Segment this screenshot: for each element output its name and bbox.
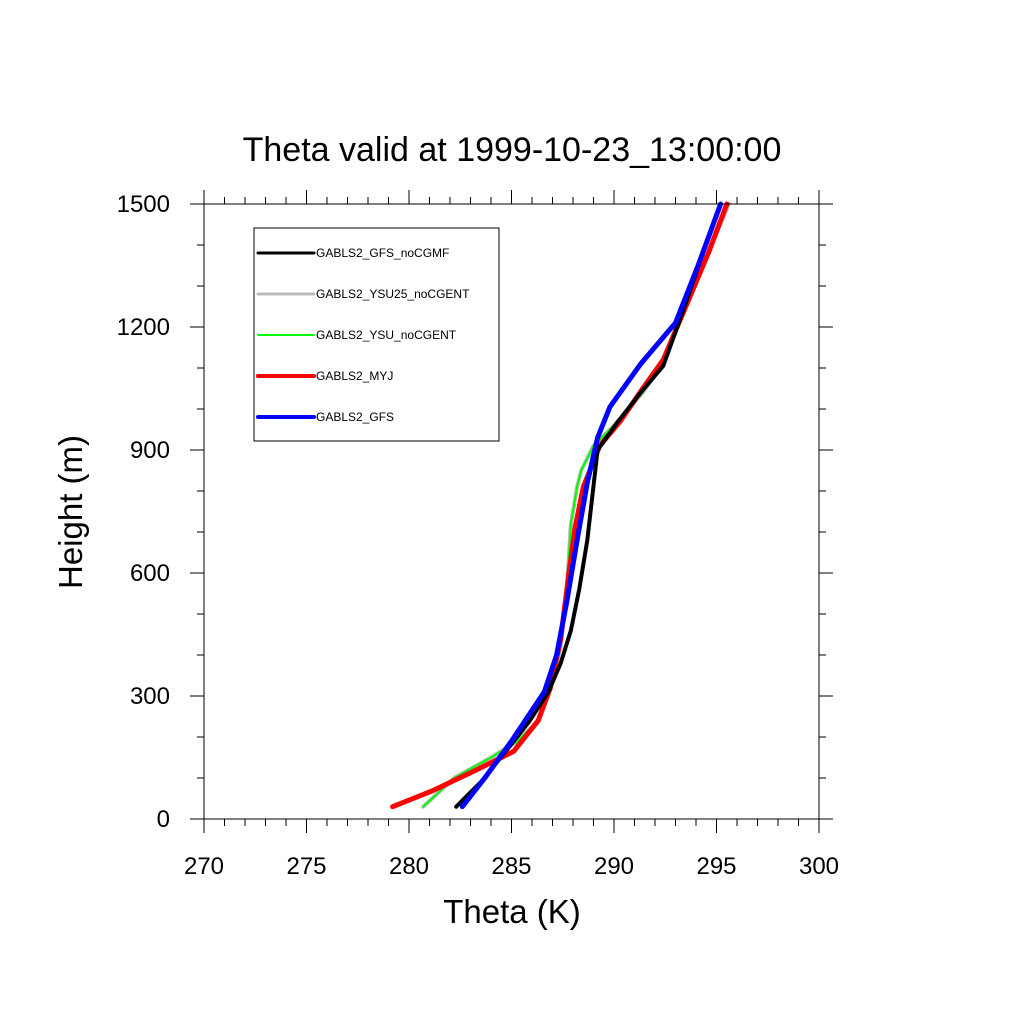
legend-label: GABLS2_YSU_noCGENT — [316, 328, 457, 342]
y-axis-title: Height (m) — [52, 435, 89, 589]
x-tick-label: 270 — [184, 853, 224, 880]
legend-label: GABLS2_MYJ — [316, 369, 393, 383]
x-tick-label: 290 — [594, 853, 634, 880]
plot-frame — [203, 203, 820, 820]
y-tick-label: 1200 — [117, 314, 170, 341]
legend-label: GABLS2_GFS — [316, 410, 394, 424]
x-axis-title: Theta (K) — [443, 893, 581, 930]
y-tick-label: 0 — [157, 806, 170, 833]
x-tick-label: 280 — [389, 853, 429, 880]
legend: GABLS2_GFS_noCGMF GABLS2_YSU25_noCGENT GAB… — [253, 227, 500, 442]
x-tick-label: 295 — [696, 853, 736, 880]
series-lines — [390, 201, 731, 810]
x-tick-label: 300 — [799, 853, 839, 880]
y-tick-label: 300 — [130, 683, 170, 710]
y-tick-label: 600 — [130, 560, 170, 587]
axis-ticks: 270 275 280 285 290 295 300 0 300 600 900 1200 1500 — [117, 190, 839, 880]
x-tick-label: 285 — [491, 853, 531, 880]
x-tick-label: 275 — [286, 853, 326, 880]
series-line-gabls2-gfs-nocgmf — [454, 202, 723, 809]
chart-title: Theta valid at 1999-10-23_13:00:00 — [243, 131, 782, 169]
y-tick-label: 1500 — [117, 191, 170, 218]
legend-label: GABLS2_GFS_noCGMF — [316, 246, 449, 260]
y-tick-label: 900 — [130, 437, 170, 464]
series-line-gabls2-gfs — [459, 201, 724, 810]
legend-label: GABLS2_YSU25_noCGENT — [316, 287, 470, 301]
